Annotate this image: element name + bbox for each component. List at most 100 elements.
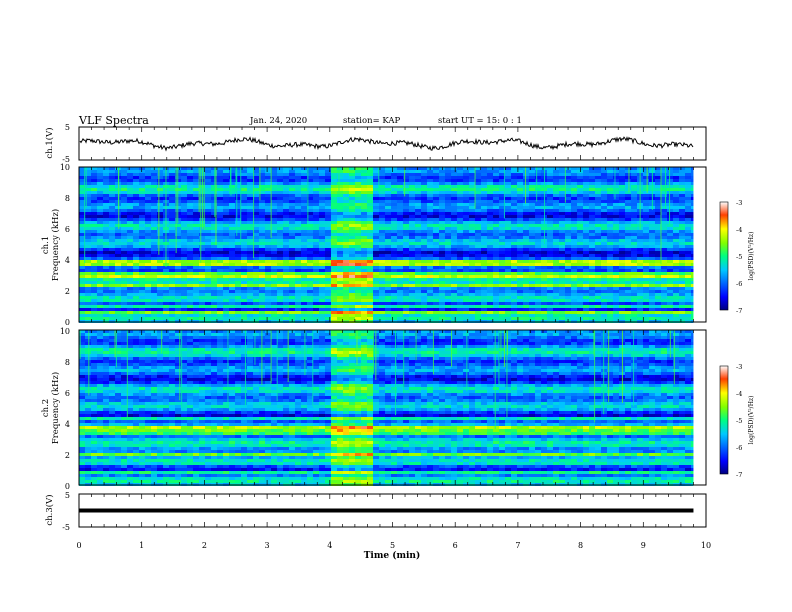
spectrogram-cell xyxy=(325,266,331,269)
spectrogram-cell xyxy=(499,227,505,230)
spectrogram-cell xyxy=(241,263,247,266)
spectrogram-cell xyxy=(475,293,481,296)
spectrogram-cell xyxy=(415,206,421,209)
spectrogram-cell xyxy=(577,173,583,176)
spectrogram-cell xyxy=(589,284,595,287)
spectrogram-cell xyxy=(367,206,373,209)
spectrogram-cell xyxy=(313,284,319,287)
spectrogram-cell xyxy=(289,269,295,272)
spectrogram-cell xyxy=(349,182,355,185)
spectrogram-cell xyxy=(139,200,145,203)
spectrogram-cell xyxy=(457,173,463,176)
spectrogram-cell xyxy=(271,221,277,224)
spectrogram-cell xyxy=(691,278,694,281)
spectrogram-cell xyxy=(661,254,667,257)
spectrogram-cell xyxy=(115,281,121,284)
spectrogram-cell xyxy=(109,179,115,182)
spectrogram-cell xyxy=(79,299,85,302)
spectrogram-cell xyxy=(403,248,409,251)
spectrogram-cell xyxy=(679,299,685,302)
spectrogram-cell xyxy=(223,257,229,260)
spectrogram-cell xyxy=(493,254,499,257)
spectrogram-cell xyxy=(271,254,277,257)
spectrogram-cell xyxy=(121,215,127,218)
spectrogram-cell xyxy=(535,188,541,191)
spectrogram-cell xyxy=(271,233,277,236)
spectrogram-cell xyxy=(415,194,421,197)
spectrogram-cell xyxy=(115,284,121,287)
spectrogram-cell xyxy=(91,290,97,293)
spectrogram-cell xyxy=(469,251,475,254)
spectrogram-cell xyxy=(607,182,613,185)
spectrogram-cell xyxy=(277,239,283,242)
spectrogram-cell xyxy=(109,200,115,203)
spectrogram-cell xyxy=(397,182,403,185)
spectrogram-cell xyxy=(439,179,445,182)
spectrogram-cell xyxy=(157,287,163,290)
spectrogram-cell xyxy=(181,266,187,269)
spectrogram-cell xyxy=(271,290,277,293)
spectrogram-cell xyxy=(475,230,481,233)
spectrogram-cell xyxy=(337,209,343,212)
spectrogram-cell xyxy=(457,215,463,218)
spectrogram-cell xyxy=(313,302,319,305)
spectrogram-cell xyxy=(451,257,457,260)
spectrogram-cell xyxy=(283,305,289,308)
spectrogram-cell xyxy=(151,284,157,287)
spectrogram-cell xyxy=(325,287,331,290)
spectrogram-cell xyxy=(391,245,397,248)
spectrogram-cell xyxy=(625,260,631,263)
spectrogram-cell xyxy=(529,281,535,284)
spectrogram-cell xyxy=(679,230,685,233)
spectrogram-cell xyxy=(445,224,451,227)
spectrogram-cell xyxy=(529,185,535,188)
spectrogram-cell xyxy=(193,176,199,179)
spectrogram-cell xyxy=(97,245,103,248)
spectrogram-cell xyxy=(517,257,523,260)
spectrogram-cell xyxy=(445,287,451,290)
spectrogram-cell xyxy=(355,197,361,200)
spectrogram-cell xyxy=(583,248,589,251)
spectrogram-cell xyxy=(667,275,673,278)
spectrogram-cell xyxy=(349,299,355,302)
spectrogram-cell xyxy=(253,239,259,242)
spectrogram-cell xyxy=(523,239,529,242)
spectrogram-cell xyxy=(205,233,211,236)
spectrogram-cell xyxy=(673,281,679,284)
spectrogram-cell xyxy=(547,245,553,248)
spectrogram-cell xyxy=(607,284,613,287)
spectrogram-cell xyxy=(349,293,355,296)
spectrogram-cell xyxy=(205,182,211,185)
spectrogram-cell xyxy=(547,173,553,176)
spectrogram-cell xyxy=(451,251,457,254)
spectrogram-cell xyxy=(535,254,541,257)
spectrogram-cell xyxy=(493,167,499,170)
spectrogram-cell xyxy=(217,233,223,236)
spectrogram-cell xyxy=(583,239,589,242)
spectrogram-cell xyxy=(343,296,349,299)
spectrogram-cell xyxy=(205,173,211,176)
spectrogram-cell xyxy=(283,173,289,176)
spectrogram-cell xyxy=(283,200,289,203)
spectrogram-cell xyxy=(301,260,307,263)
spectrogram-cell xyxy=(439,245,445,248)
spectrogram-cell xyxy=(247,266,253,269)
spectrogram-cell xyxy=(283,296,289,299)
spectrogram-cell xyxy=(397,194,403,197)
spectrogram-cell xyxy=(319,227,325,230)
spectrogram-cell xyxy=(565,170,571,173)
spectrogram-cell xyxy=(349,245,355,248)
spectrogram-cell xyxy=(559,209,565,212)
spectrogram-cell xyxy=(241,302,247,305)
spectrogram-cell xyxy=(235,221,241,224)
spectrogram-cell xyxy=(325,191,331,194)
spectrogram-cell xyxy=(121,308,127,311)
spectrogram-cell xyxy=(673,266,679,269)
spectrogram-cell xyxy=(181,263,187,266)
spectrogram-cell xyxy=(211,257,217,260)
spectrogram-cell xyxy=(397,203,403,206)
spectrogram-cell xyxy=(565,212,571,215)
spectrogram-cell xyxy=(367,185,373,188)
spectrogram-cell xyxy=(433,248,439,251)
spectrogram-cell xyxy=(235,275,241,278)
